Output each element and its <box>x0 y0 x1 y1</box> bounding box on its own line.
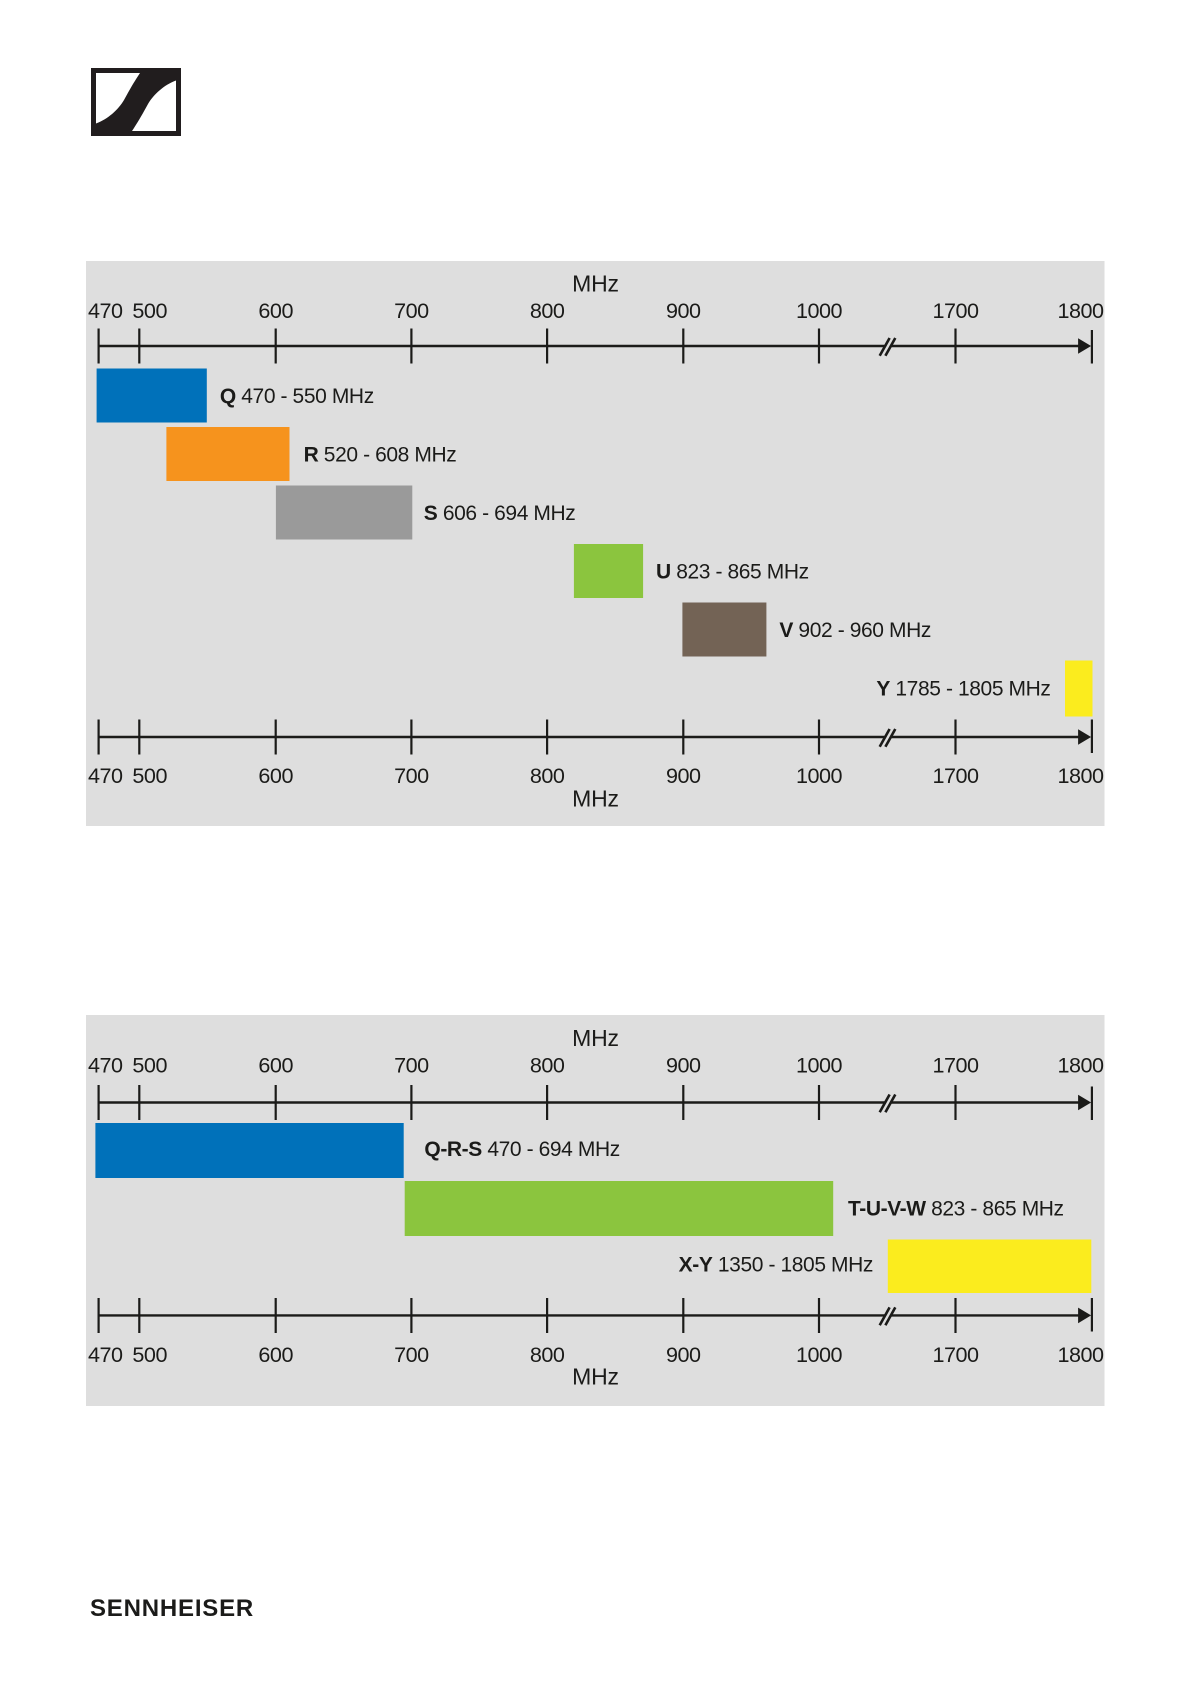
svg-text:700: 700 <box>394 1053 429 1078</box>
svg-text:900: 900 <box>666 298 701 323</box>
svg-text:500: 500 <box>132 1053 167 1078</box>
svg-text:700: 700 <box>394 298 429 323</box>
svg-text:1800: 1800 <box>1057 1342 1104 1367</box>
svg-text:500: 500 <box>132 1342 167 1367</box>
svg-text:800: 800 <box>530 1342 565 1367</box>
svg-text:1000: 1000 <box>796 763 843 788</box>
svg-text:Q-R-S 470 - 694 MHz: Q-R-S 470 - 694 MHz <box>424 1138 619 1161</box>
svg-text:900: 900 <box>666 1342 701 1367</box>
svg-text:SENNHEISER: SENNHEISER <box>90 1595 254 1622</box>
svg-text:470: 470 <box>88 1053 123 1078</box>
svg-text:1000: 1000 <box>796 298 843 323</box>
svg-text:600: 600 <box>258 763 293 788</box>
svg-text:900: 900 <box>666 1053 701 1078</box>
svg-text:500: 500 <box>132 763 167 788</box>
svg-text:600: 600 <box>258 1053 293 1078</box>
svg-text:600: 600 <box>258 1342 293 1367</box>
svg-text:R 520 - 608 MHz: R 520 - 608 MHz <box>304 444 457 467</box>
svg-text:700: 700 <box>394 763 429 788</box>
svg-text:1800: 1800 <box>1057 298 1104 323</box>
svg-text:1700: 1700 <box>932 1053 979 1078</box>
svg-text:1700: 1700 <box>932 763 979 788</box>
svg-text:Q 470 - 550 MHz: Q 470 - 550 MHz <box>220 385 374 408</box>
svg-text:470: 470 <box>88 1342 123 1367</box>
svg-text:600: 600 <box>258 298 293 323</box>
svg-text:MHz: MHz <box>572 786 619 812</box>
svg-text:T-U-V-W 823 - 865 MHz: T-U-V-W 823 - 865 MHz <box>848 1198 1064 1221</box>
svg-text:700: 700 <box>394 1342 429 1367</box>
svg-text:1800: 1800 <box>1057 1053 1104 1078</box>
svg-text:500: 500 <box>132 298 167 323</box>
svg-text:X-Y 1350 - 1805 MHz: X-Y 1350 - 1805 MHz <box>679 1254 873 1277</box>
svg-text:1000: 1000 <box>796 1053 843 1078</box>
svg-text:800: 800 <box>530 1053 565 1078</box>
svg-text:1800: 1800 <box>1057 763 1104 788</box>
svg-text:U 823 - 865 MHz: U 823 - 865 MHz <box>656 561 809 584</box>
svg-text:470: 470 <box>88 298 123 323</box>
svg-text:MHz: MHz <box>572 271 619 297</box>
svg-text:MHz: MHz <box>572 1025 619 1051</box>
svg-text:MHz: MHz <box>572 1364 619 1390</box>
svg-text:Y 1785 - 1805 MHz: Y 1785 - 1805 MHz <box>876 678 1050 701</box>
svg-text:470: 470 <box>88 763 123 788</box>
svg-text:1700: 1700 <box>932 298 979 323</box>
svg-text:V 902 - 960 MHz: V 902 - 960 MHz <box>779 619 931 642</box>
svg-text:900: 900 <box>666 763 701 788</box>
svg-text:1700: 1700 <box>932 1342 979 1367</box>
svg-text:S 606 - 694 MHz: S 606 - 694 MHz <box>424 502 576 525</box>
svg-text:800: 800 <box>530 763 565 788</box>
svg-text:800: 800 <box>530 298 565 323</box>
svg-text:1000: 1000 <box>796 1342 843 1367</box>
